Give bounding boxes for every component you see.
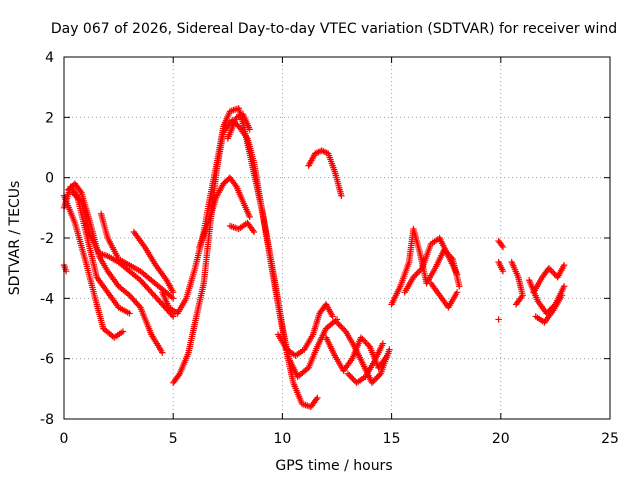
- data-point: [338, 323, 345, 331]
- data-point: [548, 267, 555, 275]
- y-tick-label: 2: [45, 110, 54, 126]
- y-tick-label: -6: [40, 352, 54, 368]
- data-point: [249, 227, 257, 234]
- data-point: [75, 195, 82, 202]
- data-point: [414, 269, 422, 276]
- x-tick-label: 15: [383, 431, 401, 447]
- x-axis-label: GPS time / hours: [275, 458, 392, 474]
- data-point: [341, 326, 348, 334]
- data-point: [73, 194, 81, 201]
- x-tick-label: 10: [273, 431, 291, 447]
- data-point: [560, 261, 568, 269]
- data-point: [349, 375, 356, 382]
- data-point: [453, 271, 461, 278]
- data-point: [170, 289, 177, 296]
- data-point: [170, 295, 177, 302]
- data-point: [374, 373, 381, 380]
- data-point: [560, 283, 568, 290]
- data-point: [250, 228, 258, 236]
- data-point: [558, 292, 566, 299]
- data-point: [126, 310, 133, 317]
- data-point: [119, 328, 127, 335]
- data-point: [413, 271, 420, 278]
- x-tick-label: 20: [492, 431, 510, 447]
- data-point: [346, 372, 353, 379]
- x-tick-label: 0: [60, 431, 69, 447]
- data-point: [363, 340, 371, 347]
- data-point: [344, 370, 352, 377]
- data-point: [456, 283, 463, 290]
- data-point: [499, 243, 507, 251]
- data-point: [373, 375, 380, 382]
- data-point: [370, 378, 377, 385]
- data-point: [410, 274, 417, 281]
- data-point: [550, 269, 557, 276]
- data-point: [386, 346, 393, 353]
- data-point: [547, 266, 554, 273]
- y-tick-label: -4: [40, 291, 54, 307]
- data-point: [232, 182, 239, 189]
- data-point: [246, 213, 253, 221]
- data-point: [69, 189, 76, 196]
- data-point: [313, 396, 320, 403]
- data-point: [513, 299, 521, 307]
- data-point: [417, 266, 424, 273]
- data-point: [359, 335, 366, 343]
- data-point: [335, 320, 342, 328]
- y-tick-label: -8: [40, 412, 54, 428]
- data-point: [379, 340, 387, 347]
- data-point: [357, 334, 365, 341]
- data-point: [333, 319, 341, 326]
- data-point: [159, 349, 166, 356]
- ticks: 0 5 10 15 20 25 -8 -6 -4 -2 0 2 4: [40, 50, 619, 447]
- data-point: [347, 373, 355, 380]
- data-point: [329, 313, 336, 320]
- data-point: [175, 372, 182, 379]
- data-point: [368, 379, 376, 386]
- y-tick-label: 0: [45, 171, 54, 187]
- data-point: [77, 188, 84, 195]
- chart-title: Day 067 of 2026, Sidereal Day-to-day VTE…: [51, 21, 617, 37]
- data-point: [170, 313, 177, 320]
- x-tick-label: 5: [169, 431, 178, 447]
- data-point: [339, 325, 347, 332]
- data-point: [350, 376, 357, 383]
- data-marks: [60, 105, 568, 411]
- x-tick-label: 25: [601, 431, 619, 447]
- data-point: [362, 338, 369, 346]
- data-point: [453, 289, 461, 296]
- data-point: [365, 341, 372, 349]
- data-point: [498, 242, 506, 249]
- data-point: [360, 337, 368, 344]
- data-point: [246, 126, 253, 133]
- data-point: [76, 197, 84, 204]
- data-point: [512, 301, 520, 308]
- data-point: [70, 191, 78, 198]
- data-point: [499, 267, 507, 275]
- data-point: [72, 192, 79, 199]
- y-axis-label: SDTVAR / TECUs: [7, 181, 23, 296]
- data-point: [314, 394, 321, 402]
- data-point: [336, 322, 344, 329]
- data-point: [411, 272, 419, 279]
- data-point: [338, 192, 345, 199]
- y-tick-label: -2: [40, 231, 54, 247]
- data-point: [495, 316, 502, 323]
- data-point: [371, 376, 379, 383]
- data-point: [135, 302, 143, 310]
- data-point: [416, 267, 423, 275]
- data-point: [376, 372, 383, 379]
- y-tick-label: 4: [45, 50, 54, 66]
- data-point: [545, 264, 553, 272]
